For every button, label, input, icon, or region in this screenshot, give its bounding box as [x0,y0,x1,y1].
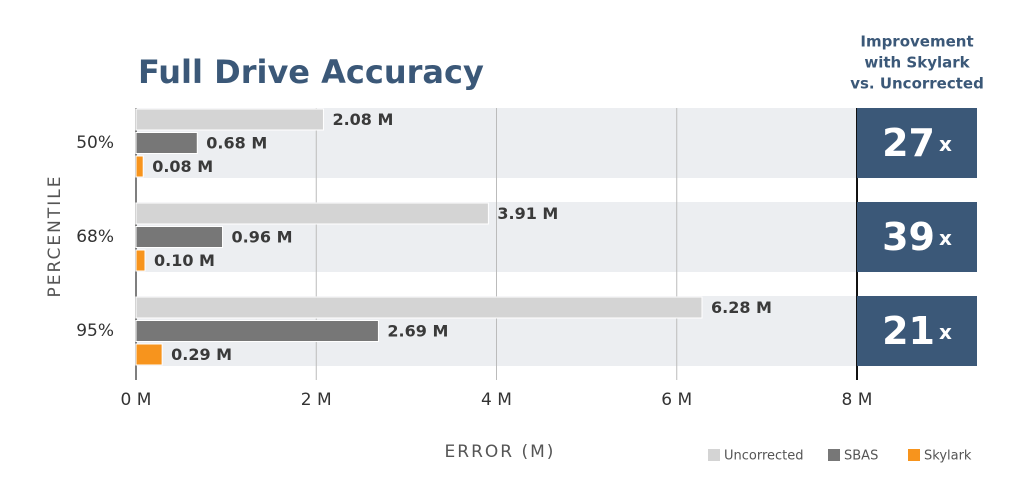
x-tick-label: 8 M [842,390,873,410]
legend-label: Uncorrected [724,449,804,464]
bar [135,249,146,272]
value-label: 0.68 M [206,134,267,153]
bar [135,226,224,248]
value-label: 0.10 M [154,251,215,270]
y-tick-label: 68% [76,227,114,247]
bar [135,320,379,342]
improvement-value: 39 x [882,215,952,259]
value-label: 6.28 M [711,298,772,317]
bar [135,343,163,366]
improvement-box [857,108,977,178]
value-label: 2.69 M [387,322,448,341]
improvement-number: 21 [882,309,935,353]
value-label: 3.91 M [497,204,558,223]
x-axis-label: ERROR (M) [445,442,556,462]
bar [135,108,324,131]
value-label: 0.96 M [232,228,293,247]
panel-title: vs. Uncorrected [850,75,984,93]
chart-title: Full Drive Accuracy [138,53,484,91]
bar [135,155,144,178]
improvement-unit: x [939,226,952,250]
value-label: 2.08 M [332,110,393,129]
panel-title: with Skylark [864,54,970,72]
improvement-unit: x [939,132,952,156]
y-tick-label: 50% [76,133,114,153]
improvement-box [857,296,977,366]
y-tick-label: 95% [76,321,114,341]
improvement-unit: x [939,320,952,344]
legend-swatch [908,449,920,461]
improvement-box [857,202,977,272]
x-tick-label: 6 M [661,390,692,410]
legend-swatch [708,449,720,461]
improvement-number: 27 [882,121,935,165]
value-label: 0.08 M [152,157,213,176]
y-axis-label: PERCENTILE [45,175,65,298]
improvement-value: 21 x [882,309,952,353]
bar [135,132,198,154]
improvement-number: 39 [882,215,935,259]
bar [135,296,703,319]
x-tick-label: 0 M [121,390,152,410]
bar [135,202,489,225]
panel-title: Improvement [860,33,973,51]
x-tick-label: 4 M [481,390,512,410]
legend-swatch [828,449,840,461]
x-tick-label: 2 M [301,390,332,410]
legend-label: SBAS [844,449,878,464]
value-label: 0.29 M [171,345,232,364]
improvement-value: 27 x [882,121,952,165]
legend-label: Skylark [924,449,972,464]
